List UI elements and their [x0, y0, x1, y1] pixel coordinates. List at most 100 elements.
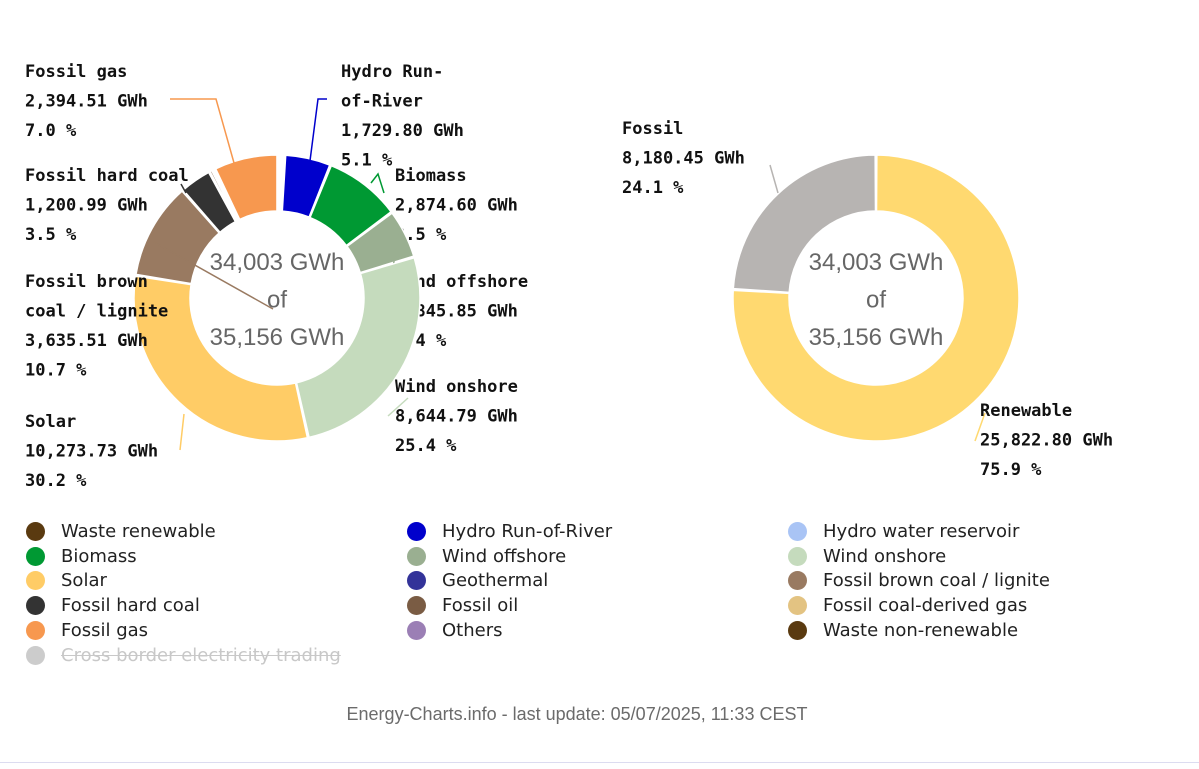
label-hydro-run-of-river: 1,729.80 GWh	[341, 121, 464, 141]
connector-renewable	[974, 412, 986, 442]
legend-swatch	[26, 620, 45, 640]
center-total-text: 35,156 GWh	[210, 324, 345, 351]
legend-label: Cross border electricity trading	[61, 644, 341, 666]
legend-item-solar[interactable]: Solar	[26, 568, 107, 593]
legend-label: Wind offshore	[442, 545, 567, 567]
legend-swatch	[407, 571, 426, 591]
slice-waste-non-renewable[interactable]	[278, 154, 283, 212]
label-renewable: 75.9 %	[980, 460, 1042, 480]
slice-fossil-coal-derived-gas[interactable]	[212, 168, 240, 222]
legend-item-fossil-brown-coal-lignite[interactable]: Fossil brown coal / lignite	[788, 568, 1050, 593]
label-fossil-gas: Fossil gas	[25, 62, 127, 82]
renewable-vs-fossil-donut: Renewable 25,822.80 GWh 75.9 % Fossil 8,180.…	[622, 119, 1113, 480]
label-wind-onshore: 8,644.79 GWh	[395, 407, 518, 427]
connector-fossil	[769, 164, 779, 194]
legend-swatch	[407, 620, 426, 640]
center-total-text: 35,156 GWh	[809, 324, 944, 351]
center-total-text: 34,003 GWh	[210, 249, 345, 276]
legend-swatch	[788, 596, 807, 616]
generation-by-source-donut: Hydro Run-of-River 1,729.80 GWh 5.1 %Bioma…	[25, 62, 528, 491]
label-hydro-run-of-river: of-River	[341, 92, 423, 112]
label-biomass: 2,874.60 GWh	[395, 196, 518, 216]
slice-fossil-gas[interactable]	[214, 154, 278, 221]
slice-wind-onshore[interactable]	[295, 256, 421, 439]
label-fossil-gas: 2,394.51 GWh	[25, 92, 148, 112]
legend-label: Waste non-renewable	[823, 619, 1019, 641]
label-fossil-brown-coal-lignite: 10.7 %	[25, 361, 87, 381]
legend-item-fossil-oil[interactable]: Fossil oil	[407, 593, 518, 618]
label-solar: 10,273.73 GWh	[25, 442, 158, 462]
legend-label: Biomass	[61, 545, 137, 567]
label-fossil-hard-coal: 1,200.99 GWh	[25, 196, 148, 216]
legend-label: Fossil hard coal	[61, 595, 200, 617]
slice-wind-offshore[interactable]	[345, 212, 415, 274]
label-solar: 30.2 %	[25, 471, 87, 491]
legend-item-hydro-water-reservoir[interactable]: Hydro water reservoir	[788, 519, 1019, 544]
legend-item-wind-onshore[interactable]: Wind onshore	[788, 544, 946, 569]
legend-item-fossil-coal-derived-gas[interactable]: Fossil coal-derived gas	[788, 593, 1027, 618]
slice-renewable[interactable]	[732, 154, 1020, 442]
legend-item-fossil-gas[interactable]: Fossil gas	[26, 618, 148, 643]
slice-fossil-oil[interactable]	[209, 169, 239, 223]
legend-swatch	[407, 546, 426, 566]
legend-item-waste-non-renewable[interactable]: Waste non-renewable	[788, 618, 1018, 643]
label-wind-onshore: 25.4 %	[395, 436, 457, 456]
center-total-text: 34,003 GWh	[809, 249, 944, 276]
legend-label: Hydro Run-of-River	[442, 521, 613, 542]
legend-label: Hydro water reservoir	[823, 521, 1020, 542]
label-renewable: 25,822.80 GWh	[980, 431, 1113, 451]
label-fossil-brown-coal-lignite: coal / lignite	[25, 302, 168, 322]
slice-solar[interactable]	[133, 275, 309, 442]
legend-item-fossil-hard-coal[interactable]: Fossil hard coal	[26, 593, 200, 618]
legend-label: Fossil gas	[61, 619, 149, 641]
label-fossil: Fossil	[622, 119, 683, 139]
legend-label: Geothermal	[442, 570, 549, 592]
legend-item-biomass[interactable]: Biomass	[26, 544, 137, 569]
legend-item-hydro-run-of-river[interactable]: Hydro Run-of-River	[407, 519, 612, 544]
legend-item-waste-renewable[interactable]: Waste renewable	[26, 519, 216, 544]
legend-item-geothermal[interactable]: Geothermal	[407, 568, 548, 593]
slice-others[interactable]	[277, 154, 280, 212]
connector-fossil-hard-coal	[180, 183, 187, 194]
legend-item-cross-border-electricity-trading[interactable]: Cross border electricity trading	[26, 643, 341, 668]
center-total-text: of	[866, 287, 886, 314]
center-total-text: of	[267, 287, 287, 314]
label-hydro-run-of-river: Hydro Run-	[341, 62, 443, 82]
label-wind-offshore: 1,845.85 GWh	[395, 302, 518, 322]
bottom-divider	[0, 762, 1199, 763]
legend-label: Fossil brown coal / lignite	[823, 570, 1050, 592]
connector-fossil-brown-coal-lignite	[151, 240, 274, 310]
legend-swatch	[788, 620, 807, 640]
label-fossil-hard-coal: 3.5 %	[25, 225, 77, 245]
slice-fossil[interactable]	[732, 154, 877, 294]
label-fossil-hard-coal: Fossil hard coal	[25, 166, 189, 186]
legend-swatch	[26, 596, 45, 616]
slice-fossil-hard-coal[interactable]	[182, 171, 237, 234]
connector-solar	[179, 413, 185, 451]
connector-fossil-gas	[170, 98, 237, 171]
legend-label: Fossil coal-derived gas	[823, 595, 1028, 617]
slice-fossil-brown-coal-lignite[interactable]	[135, 190, 221, 285]
slice-waste-renewable[interactable]	[279, 154, 285, 212]
slice-biomass[interactable]	[309, 164, 393, 247]
label-fossil-gas: 7.0 %	[25, 121, 77, 141]
label-wind-onshore: Wind onshore	[395, 377, 518, 397]
legend-swatch	[26, 546, 45, 566]
label-wind-offshore: Wind offshore	[395, 272, 528, 292]
label-hydro-run-of-river: 5.1 %	[341, 151, 393, 171]
label-fossil: 8,180.45 GWh	[622, 149, 745, 169]
legend-item-wind-offshore[interactable]: Wind offshore	[407, 544, 566, 569]
legend-swatch	[407, 522, 426, 541]
connector-hydro-run-of-river	[306, 98, 327, 185]
legend-swatch	[26, 571, 45, 591]
legend-label: Fossil oil	[442, 595, 519, 617]
label-fossil: 24.1 %	[622, 178, 684, 198]
footer-credit: Energy-Charts.info - last update: 05/07/…	[346, 704, 808, 724]
label-fossil-brown-coal-lignite: 3,635.51 GWh	[25, 331, 148, 351]
legend-swatch	[26, 522, 45, 541]
legend-swatch	[788, 522, 807, 541]
slice-hydro-run-of-river[interactable]	[281, 154, 331, 219]
legend-item-others[interactable]: Others	[407, 618, 503, 643]
legend-label: Others	[442, 619, 503, 641]
